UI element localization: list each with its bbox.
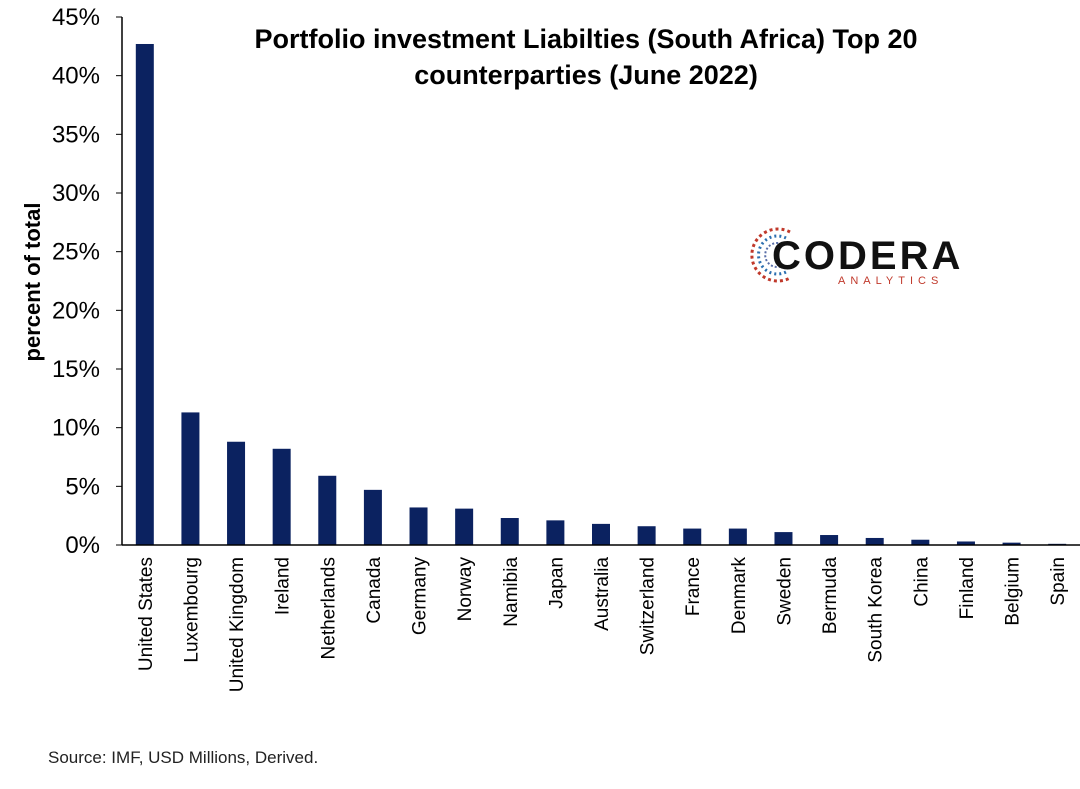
x-tick-label: Belgium [1003,557,1024,626]
x-tick-label: Canada [364,557,385,624]
bar-united-states [135,43,154,546]
bar-bermuda [820,535,839,545]
bar-luxembourg [181,412,200,545]
bar-ireland [272,448,291,545]
bar-belgium [1002,542,1021,545]
bars [135,43,1067,546]
x-tick-label: Bermuda [820,557,841,635]
x-axis-labels: United States Luxembourg United Kingdom Ire… [136,557,1069,693]
y-tick-label: 0% [65,532,100,559]
y-tick-label: 35% [52,121,100,148]
y-tick-label: 5% [65,473,100,500]
x-tick-label: Finland [957,557,978,619]
x-tick-label: United Kingdom [227,557,248,692]
bar-south-korea [865,537,884,545]
logo-wordmark: CODERA [772,234,963,278]
y-tick-label: 25% [52,239,100,266]
x-tick-label: China [911,557,932,607]
x-tick-label: Germany [410,557,431,636]
bar-china [911,539,930,545]
chart-title-line: Portfolio investment Liabilties (South A… [254,24,917,54]
x-tick-label: Namibia [501,557,522,627]
bar-germany [409,507,428,545]
x-tick-label: Australia [592,557,613,631]
y-tick-label: 45% [52,4,100,31]
logo-subtitle: ANALYTICS [838,275,943,287]
codera-logo: CODERA ANALYTICS [750,227,963,287]
x-tick-label: France [683,557,704,616]
x-tick-label: Norway [455,557,476,622]
bar-namibia [500,518,519,545]
x-tick-label: Luxembourg [181,557,202,663]
codera-emblem-icon [750,227,791,283]
source-note: Source: IMF, USD Millions, Derived. [48,748,319,767]
x-tick-label: South Korea [866,557,887,663]
x-tick-label: Ireland [273,557,294,615]
bar-netherlands [318,475,337,545]
x-tick-label: Japan [546,557,567,609]
bar-japan [546,520,565,545]
x-tick-label: Denmark [729,557,750,635]
bar-canada [363,489,382,545]
bar-united-kingdom [227,441,246,545]
y-tick-label: 20% [52,297,100,324]
y-tick-label: 40% [52,63,100,90]
y-tick-label: 10% [52,415,100,442]
y-axis-ticks: 0% 5% 10% 15% 20% 25% 30% 35% 40% 45% [52,4,122,559]
bar-switzerland [637,526,656,545]
y-axis-label: percent of total [20,203,45,362]
bar-denmark [728,528,747,545]
bar-australia [592,523,610,545]
y-tick-label: 15% [52,356,100,383]
bar-sweden [774,532,793,545]
x-tick-label: Spain [1048,557,1069,606]
bar-finland [956,541,975,545]
x-tick-label: Netherlands [318,557,339,659]
chart-title-line: counterparties (June 2022) [414,60,758,90]
x-tick-label: Switzerland [638,557,659,655]
y-tick-label: 30% [52,180,100,207]
bar-france [683,528,702,545]
x-tick-label: Sweden [774,557,795,626]
x-tick-label: United States [136,557,157,671]
chart-title: Portfolio investment Liabilties (South A… [254,24,917,90]
bar-norway [455,508,474,545]
